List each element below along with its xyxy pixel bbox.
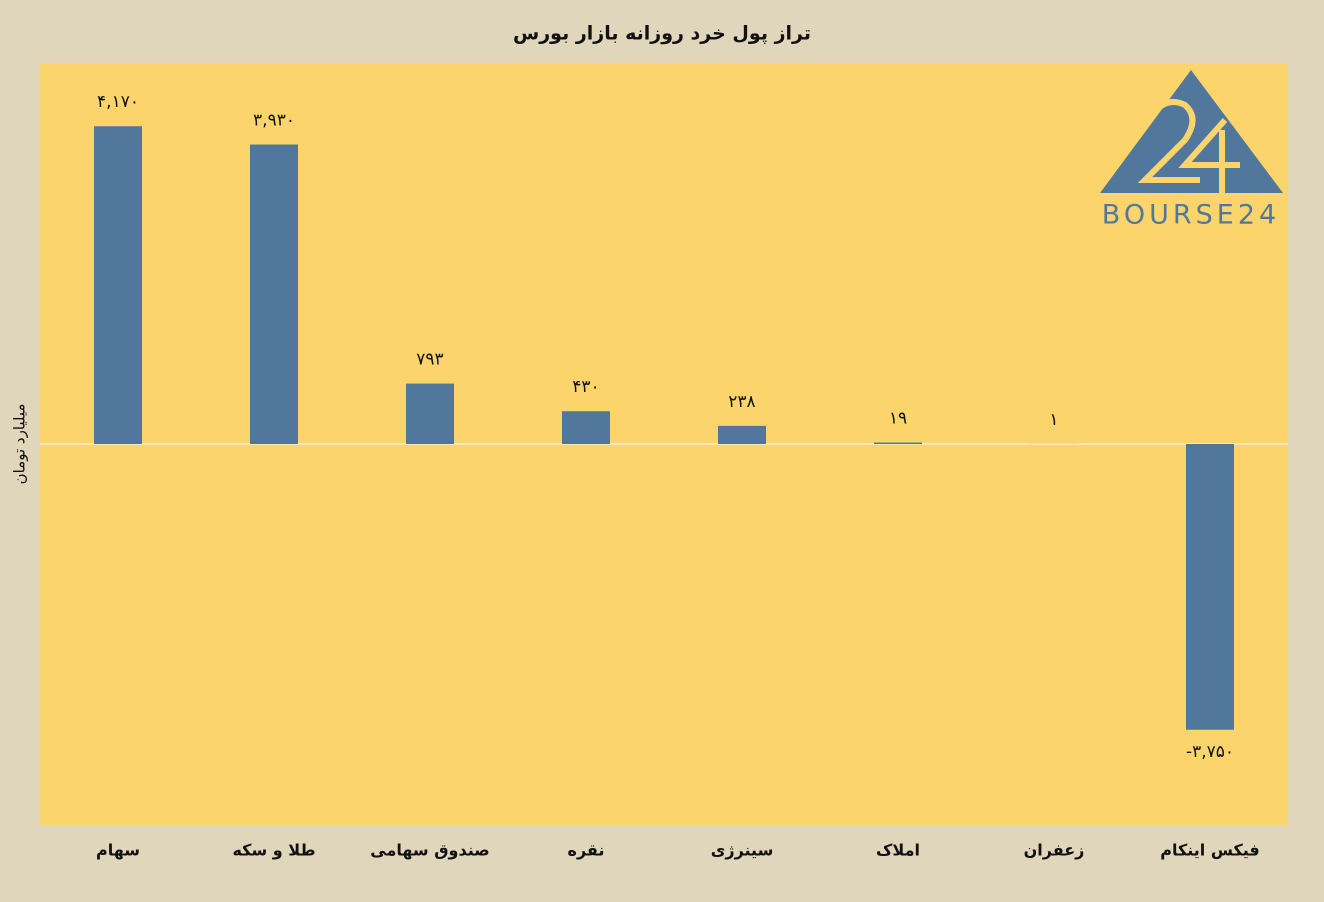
x-tick-label: صندوق سهامی (370, 841, 489, 860)
x-tick-label: طلا و سکه (232, 841, 315, 860)
x-tick-label: سهام (96, 841, 140, 860)
value-label: ۴۳۰ (572, 377, 599, 397)
value-label: ۷۹۳ (416, 350, 443, 370)
value-label: ۱ (1049, 410, 1058, 430)
x-tick-label: سینرژی (711, 841, 774, 860)
value-label: ۴,۱۷۰ (97, 92, 139, 112)
x-tick-label: فیکس اینکام (1160, 841, 1260, 860)
logo-text: BOURSE24 (1102, 200, 1280, 231)
value-label: ۳,۹۳۰ (253, 111, 295, 131)
x-tick-label: زعفران (1024, 841, 1085, 860)
value-label: ۲۳۸ (728, 392, 755, 412)
bar (250, 144, 298, 444)
bar (94, 126, 142, 444)
value-label: ۱۹ (889, 409, 907, 429)
logo: BOURSE24 (1100, 70, 1283, 231)
bar (718, 425, 766, 444)
logo-digit (1178, 118, 1240, 193)
x-tick-label: نقره (568, 841, 605, 860)
value-label: -۳,۷۵۰ (1186, 742, 1234, 762)
chart-title: تراز پول خرد روزانه بازار بورس (513, 23, 811, 45)
x-tick-label: املاک (876, 841, 920, 860)
bar (562, 411, 610, 444)
y-axis-label: میلیارد تومان (11, 404, 29, 485)
bar (406, 383, 454, 444)
bar (1186, 444, 1234, 730)
logo-digit (1137, 99, 1200, 183)
bar (874, 442, 922, 444)
